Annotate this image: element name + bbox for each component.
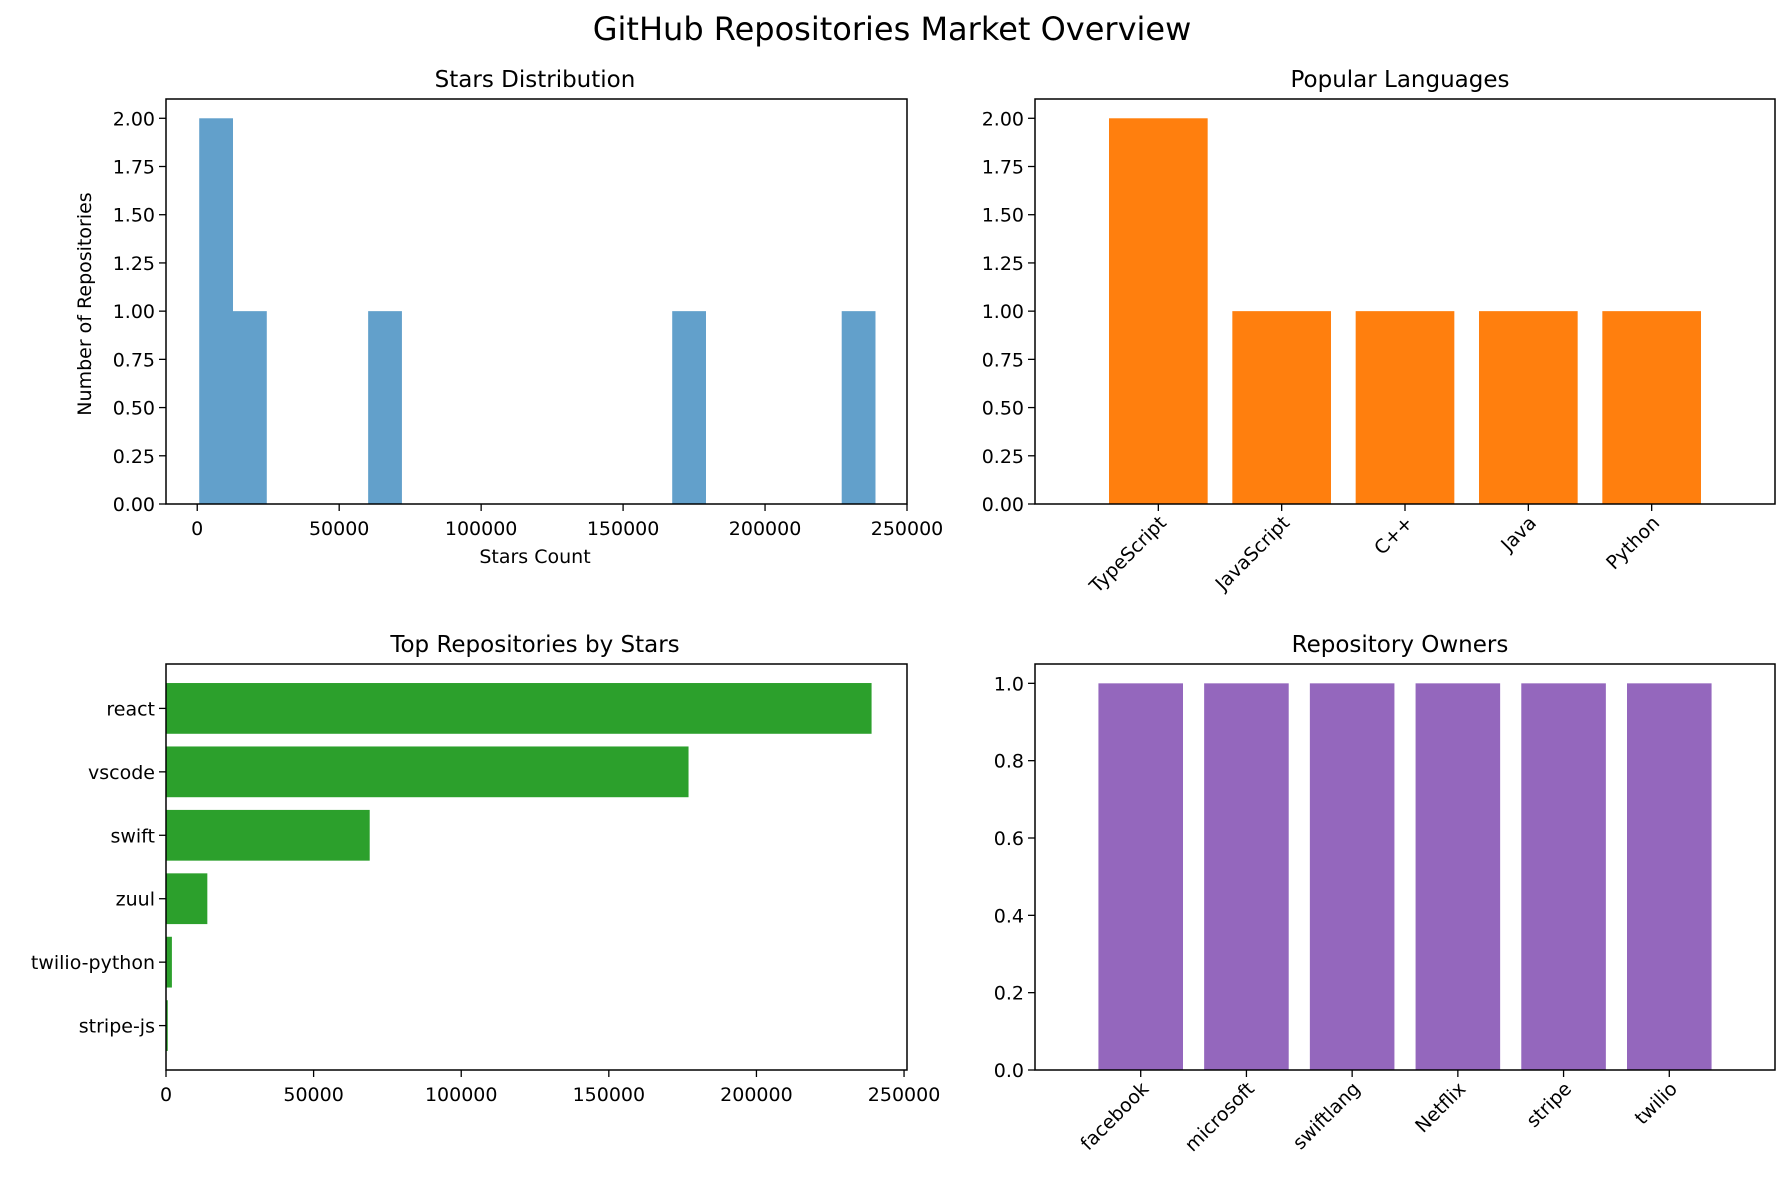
popular-languages-ytick-label-8: 2.00 [982,108,1024,130]
repository-owners-xtick-label-1: microsoft [1181,1078,1259,1156]
stars-distribution-xtick-label-5: 250000 [871,518,944,540]
stars-distribution-ytick-label-3: 0.75 [113,349,155,371]
repository-owners-bar-5 [1627,683,1712,1070]
repository-owners-ytick-label-0: 0.0 [994,1060,1024,1082]
repository-owners-xtick-label-3: Netflix [1411,1078,1470,1137]
top-repositories-xtick-label-2: 100000 [425,1084,498,1106]
repository-owners-ytick-label-1: 0.2 [994,983,1024,1005]
stars-distribution-frame [165,98,908,505]
top-repositories-bar-0 [166,683,872,734]
popular-languages-xtick-label-2: C++ [1370,512,1417,559]
top-repositories-xtick-label-3: 150000 [573,1084,646,1106]
top-repositories-bar-2 [166,809,370,861]
stars-distribution-xtick-label-4: 200000 [729,518,802,540]
repository-owners-bar-1 [1204,683,1289,1070]
top-repositories-bar-3 [166,873,208,925]
popular-languages-xtick-label-4: Python [1602,512,1664,574]
popular-languages-frame [1034,98,1776,505]
stars-distribution-xlabel: Stars Count [479,546,590,568]
popular-languages-title: Popular Languages [1290,67,1509,93]
popular-languages-bar-2 [1355,311,1455,504]
figure-title: GitHub Repositories Market Overview [593,10,1192,48]
popular-languages-ytick-label-7: 1.75 [982,157,1024,179]
stars-histogram-bar-3 [672,311,706,504]
top-repositories-xtick-label-0: 0 [160,1084,172,1106]
top-repositories-ytick-label-5: stripe-js [79,1016,155,1038]
stars-distribution-xtick-label-3: 150000 [587,518,660,540]
repository-owners-bar-3 [1415,683,1501,1070]
top-repositories-frame [165,663,908,1071]
popular-languages-bar-1 [1232,311,1331,504]
popular-languages-panel: Popular Languages TypeScript JavaScript C+… [982,67,1776,598]
stars-distribution-title: Stars Distribution [435,67,636,93]
repository-owners-frame [1034,663,1776,1071]
top-repositories-ytick-label-0: react [106,698,155,720]
popular-languages-ytick-label-2: 0.50 [982,398,1024,420]
top-repositories-ytick-label-3: zuul [116,889,155,911]
top-repositories-panel: Top Repositories by Stars react vscode swi… [31,632,940,1106]
popular-languages-bar-0 [1109,118,1208,505]
repository-owners-xtick-label-0: facebook [1076,1078,1153,1155]
repository-owners-ytick-label-3: 0.6 [994,828,1024,850]
repository-owners-bar-0 [1098,683,1183,1070]
popular-languages-ytick-label-5: 1.25 [982,253,1024,275]
popular-languages-ytick-label-0: 0.00 [982,494,1024,516]
top-repositories-xtick-label-5: 250000 [868,1084,941,1106]
top-repositories-ytick-label-2: swift [110,825,155,847]
repository-owners-ytick-label-2: 0.4 [994,905,1024,927]
stars-distribution-ytick-label-7: 1.75 [113,157,155,179]
stars-distribution-xtick-label-2: 100000 [445,518,518,540]
popular-languages-bar-4 [1602,311,1701,504]
stars-distribution-ytick-label-1: 0.25 [113,446,155,468]
top-repositories-bar-1 [166,746,689,798]
top-repositories-ytick-label-1: vscode [88,762,155,784]
repository-owners-ytick-label-4: 0.8 [994,751,1024,773]
popular-languages-xtick-label-1: JavaScript [1211,512,1295,596]
repository-owners-bar-4 [1521,683,1606,1070]
popular-languages-ytick-label-6: 1.50 [982,205,1024,227]
top-repositories-bar-5 [166,1000,168,1051]
stars-distribution-ytick-label-4: 1.00 [113,301,155,323]
repository-owners-xtick-label-5: twilio [1631,1078,1682,1129]
stars-distribution-ytick-label-0: 0.00 [113,494,155,516]
repository-owners-bar-2 [1309,683,1395,1070]
top-repositories-xtick-label-4: 200000 [720,1084,793,1106]
stars-distribution-ytick-label-8: 2.00 [113,108,155,130]
stars-histogram-bar-4 [841,311,876,504]
popular-languages-ytick-label-3: 0.75 [982,349,1024,371]
repository-owners-ytick-label-5: 1.0 [994,673,1024,695]
stars-distribution-xtick-label-0: 0 [191,518,203,540]
top-repositories-ytick-label-4: twilio-python [31,952,155,974]
popular-languages-bar-3 [1479,311,1578,504]
stars-distribution-ytick-label-6: 1.50 [113,205,155,227]
repository-owners-panel: Repository Owners facebook microsoft swift… [994,632,1776,1156]
repository-owners-xtick-label-2: swiftlang [1289,1078,1365,1154]
top-repositories-xtick-label-1: 50000 [283,1084,343,1106]
top-repositories-title: Top Repositories by Stars [389,632,679,658]
stars-histogram-bar-2 [368,311,402,504]
top-repositories-bar-4 [166,936,172,988]
popular-languages-xtick-label-0: TypeScript [1085,512,1171,598]
stars-histogram-bar-1 [233,311,267,504]
popular-languages-xtick-label-3: Java [1496,512,1541,557]
popular-languages-ytick-label-4: 1.00 [982,301,1024,323]
popular-languages-ytick-label-1: 0.25 [982,446,1024,468]
stars-histogram-bar-0 [199,118,234,505]
repository-owners-xtick-label-4: stripe [1522,1078,1576,1132]
stars-distribution-panel: Stars Distribution Stars Count Number of… [74,67,943,568]
stars-distribution-xtick-label-1: 50000 [309,518,369,540]
repository-owners-title: Repository Owners [1292,632,1509,658]
stars-distribution-ytick-label-5: 1.25 [113,253,155,275]
stars-distribution-ytick-label-2: 0.50 [113,398,155,420]
stars-distribution-ylabel: Number of Repositories [74,192,96,415]
